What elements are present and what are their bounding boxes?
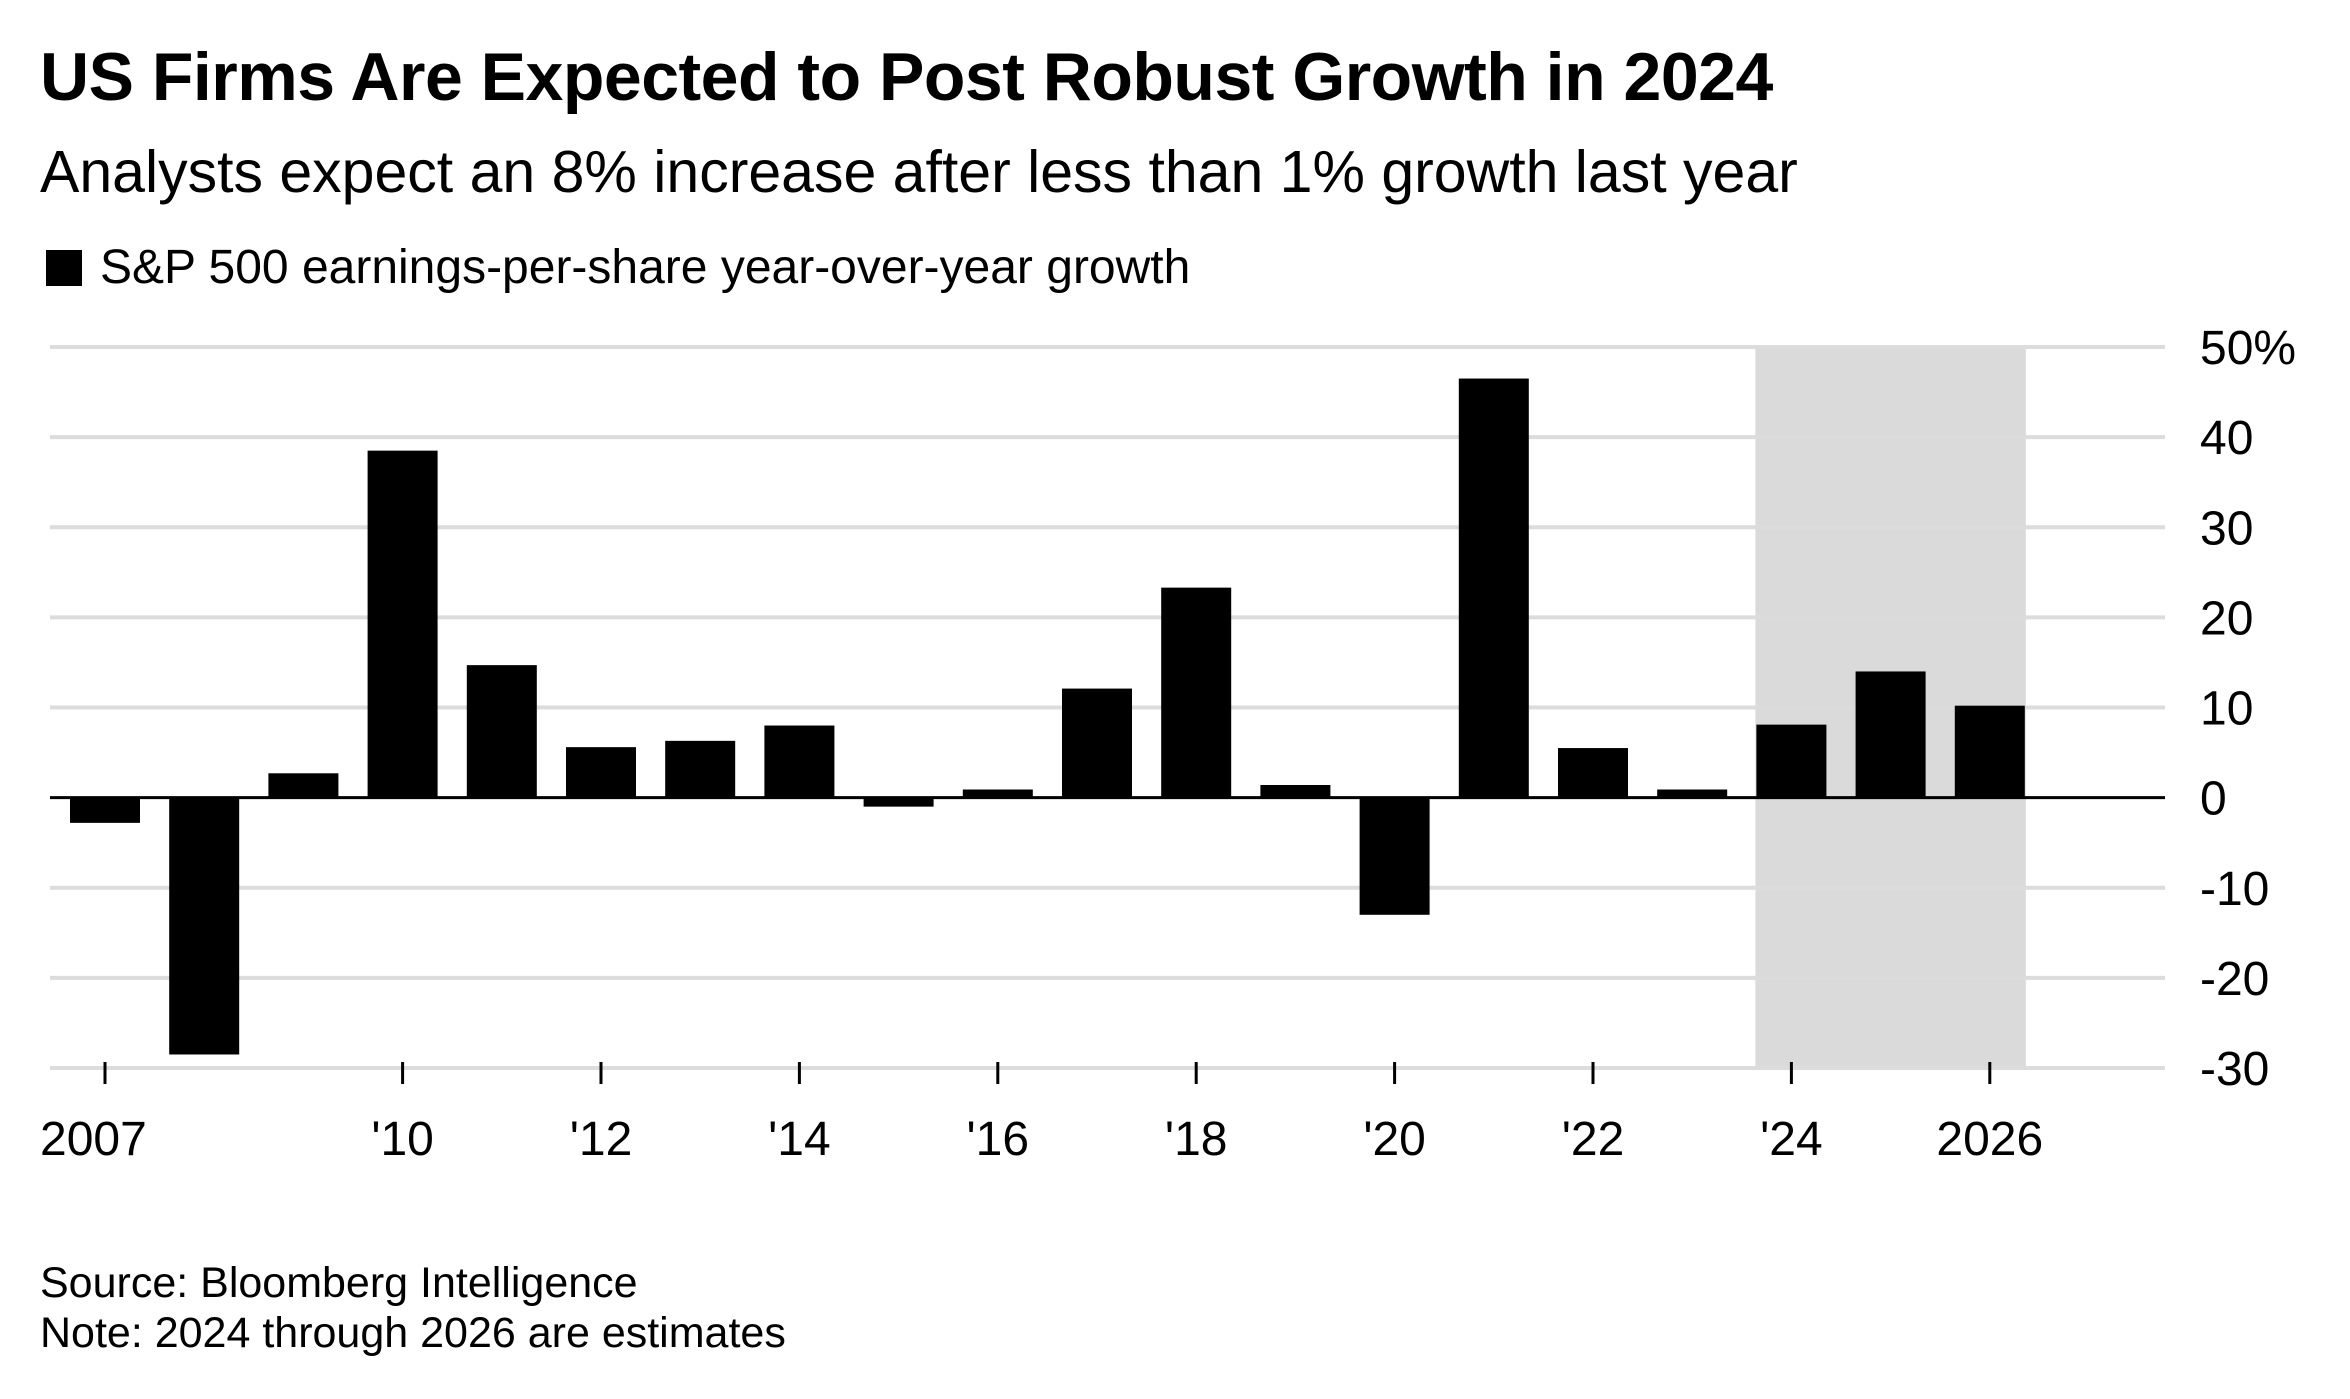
x-tick-label: '22 bbox=[1562, 1113, 1625, 1166]
x-tick-label: 2007 bbox=[40, 1113, 147, 1166]
bar-2016 bbox=[962, 789, 1033, 798]
y-tick-label: -20 bbox=[2200, 953, 2269, 1006]
x-tick-label: '18 bbox=[1165, 1113, 1228, 1166]
x-tick-label: '12 bbox=[570, 1113, 633, 1166]
y-tick-label: 0 bbox=[2200, 773, 2227, 826]
legend-label: S&P 500 earnings-per-share year-over-yea… bbox=[100, 241, 1191, 294]
y-tick-label: -30 bbox=[2200, 1043, 2269, 1096]
bar-chart: 50% 40 30 20 10 0 -10 -20 -30 2007 '10 '12 '14 '16 '18… bbox=[40, 322, 2296, 1166]
y-tick-label: 10 bbox=[2200, 683, 2253, 736]
x-tick-label: '24 bbox=[1760, 1113, 1823, 1166]
bar-2026 bbox=[1954, 705, 2025, 798]
bar-2012 bbox=[566, 747, 636, 798]
bar-2022 bbox=[1558, 748, 1628, 798]
bar-2013 bbox=[665, 740, 736, 798]
bar-2009 bbox=[268, 773, 339, 798]
x-tick-label: '16 bbox=[967, 1113, 1030, 1166]
bar-2023 bbox=[1657, 789, 1728, 798]
bar-2021 bbox=[1458, 378, 1529, 798]
bar-2011 bbox=[466, 665, 537, 798]
estimate-note: Note: 2024 through 2026 are estimates bbox=[40, 1309, 786, 1357]
bar-2010 bbox=[367, 450, 438, 798]
bar-2015 bbox=[863, 797, 934, 807]
y-tick-label: 40 bbox=[2200, 412, 2253, 465]
bar-2025 bbox=[1855, 671, 1926, 798]
bar-2020 bbox=[1359, 797, 1430, 915]
y-tick-label: -10 bbox=[2200, 863, 2269, 916]
source-note: Source: Bloomberg Intelligence bbox=[40, 1259, 638, 1307]
bar-2017 bbox=[1062, 688, 1132, 798]
chart-footer: Source: Bloomberg Intelligence Note: 202… bbox=[40, 1258, 786, 1358]
bar-2019 bbox=[1260, 785, 1331, 798]
y-tick-label: 20 bbox=[2200, 592, 2253, 645]
x-tick-label: '20 bbox=[1363, 1113, 1426, 1166]
x-tick-label: '14 bbox=[768, 1113, 831, 1166]
bar-2014 bbox=[764, 725, 835, 798]
bar-2018 bbox=[1161, 587, 1232, 798]
bar-2007 bbox=[70, 797, 140, 823]
y-tick-label: 50% bbox=[2200, 322, 2296, 375]
legend-swatch bbox=[46, 249, 82, 286]
y-tick-label: 30 bbox=[2200, 502, 2253, 555]
chart-subtitle: Analysts expect an 8% increase after les… bbox=[40, 139, 1798, 205]
x-tick-label: '10 bbox=[371, 1113, 434, 1166]
x-tick-label: 2026 bbox=[1936, 1113, 2043, 1166]
legend: S&P 500 earnings-per-share year-over-yea… bbox=[46, 240, 1190, 295]
chart-title: US Firms Are Expected to Post Robust Gro… bbox=[40, 39, 1773, 115]
bar-2008 bbox=[169, 797, 240, 1055]
bar-2024 bbox=[1756, 724, 1827, 798]
